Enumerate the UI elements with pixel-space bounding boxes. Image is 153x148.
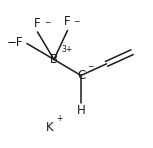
Text: F: F <box>64 15 71 28</box>
Text: −: − <box>73 17 80 26</box>
Text: H: H <box>77 104 85 117</box>
Text: −F: −F <box>7 36 23 49</box>
Text: +: + <box>56 114 62 123</box>
Text: 3+: 3+ <box>61 45 72 54</box>
Text: K: K <box>46 121 53 134</box>
Text: −: − <box>87 62 93 71</box>
Text: −: − <box>44 18 51 28</box>
Text: C: C <box>77 69 85 82</box>
Text: B: B <box>50 53 58 66</box>
Text: F: F <box>34 17 41 30</box>
